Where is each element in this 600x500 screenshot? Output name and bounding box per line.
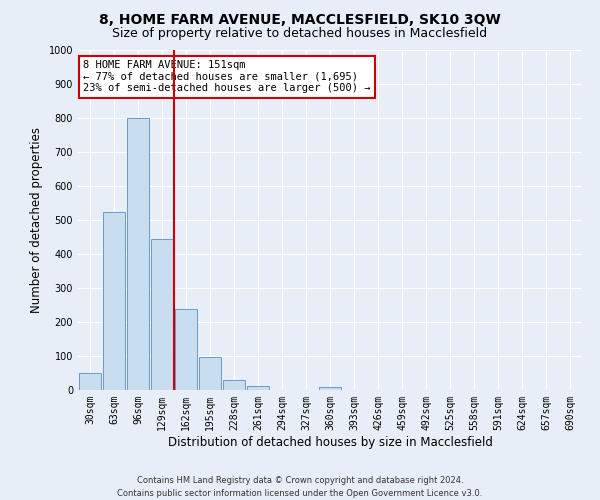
- Bar: [151, 238, 173, 390]
- Text: 8, HOME FARM AVENUE, MACCLESFIELD, SK10 3QW: 8, HOME FARM AVENUE, MACCLESFIELD, SK10 …: [99, 12, 501, 26]
- Bar: [127, 118, 149, 390]
- Bar: [223, 380, 245, 390]
- Bar: [79, 373, 101, 390]
- Y-axis label: Number of detached properties: Number of detached properties: [30, 127, 43, 313]
- Bar: [103, 212, 125, 390]
- Bar: [247, 386, 269, 390]
- Bar: [319, 386, 341, 390]
- X-axis label: Distribution of detached houses by size in Macclesfield: Distribution of detached houses by size …: [167, 436, 493, 448]
- Bar: [199, 357, 221, 390]
- Text: Size of property relative to detached houses in Macclesfield: Size of property relative to detached ho…: [112, 28, 488, 40]
- Bar: [175, 309, 197, 390]
- Text: Contains HM Land Registry data © Crown copyright and database right 2024.
Contai: Contains HM Land Registry data © Crown c…: [118, 476, 482, 498]
- Text: 8 HOME FARM AVENUE: 151sqm
← 77% of detached houses are smaller (1,695)
23% of s: 8 HOME FARM AVENUE: 151sqm ← 77% of deta…: [83, 60, 371, 94]
